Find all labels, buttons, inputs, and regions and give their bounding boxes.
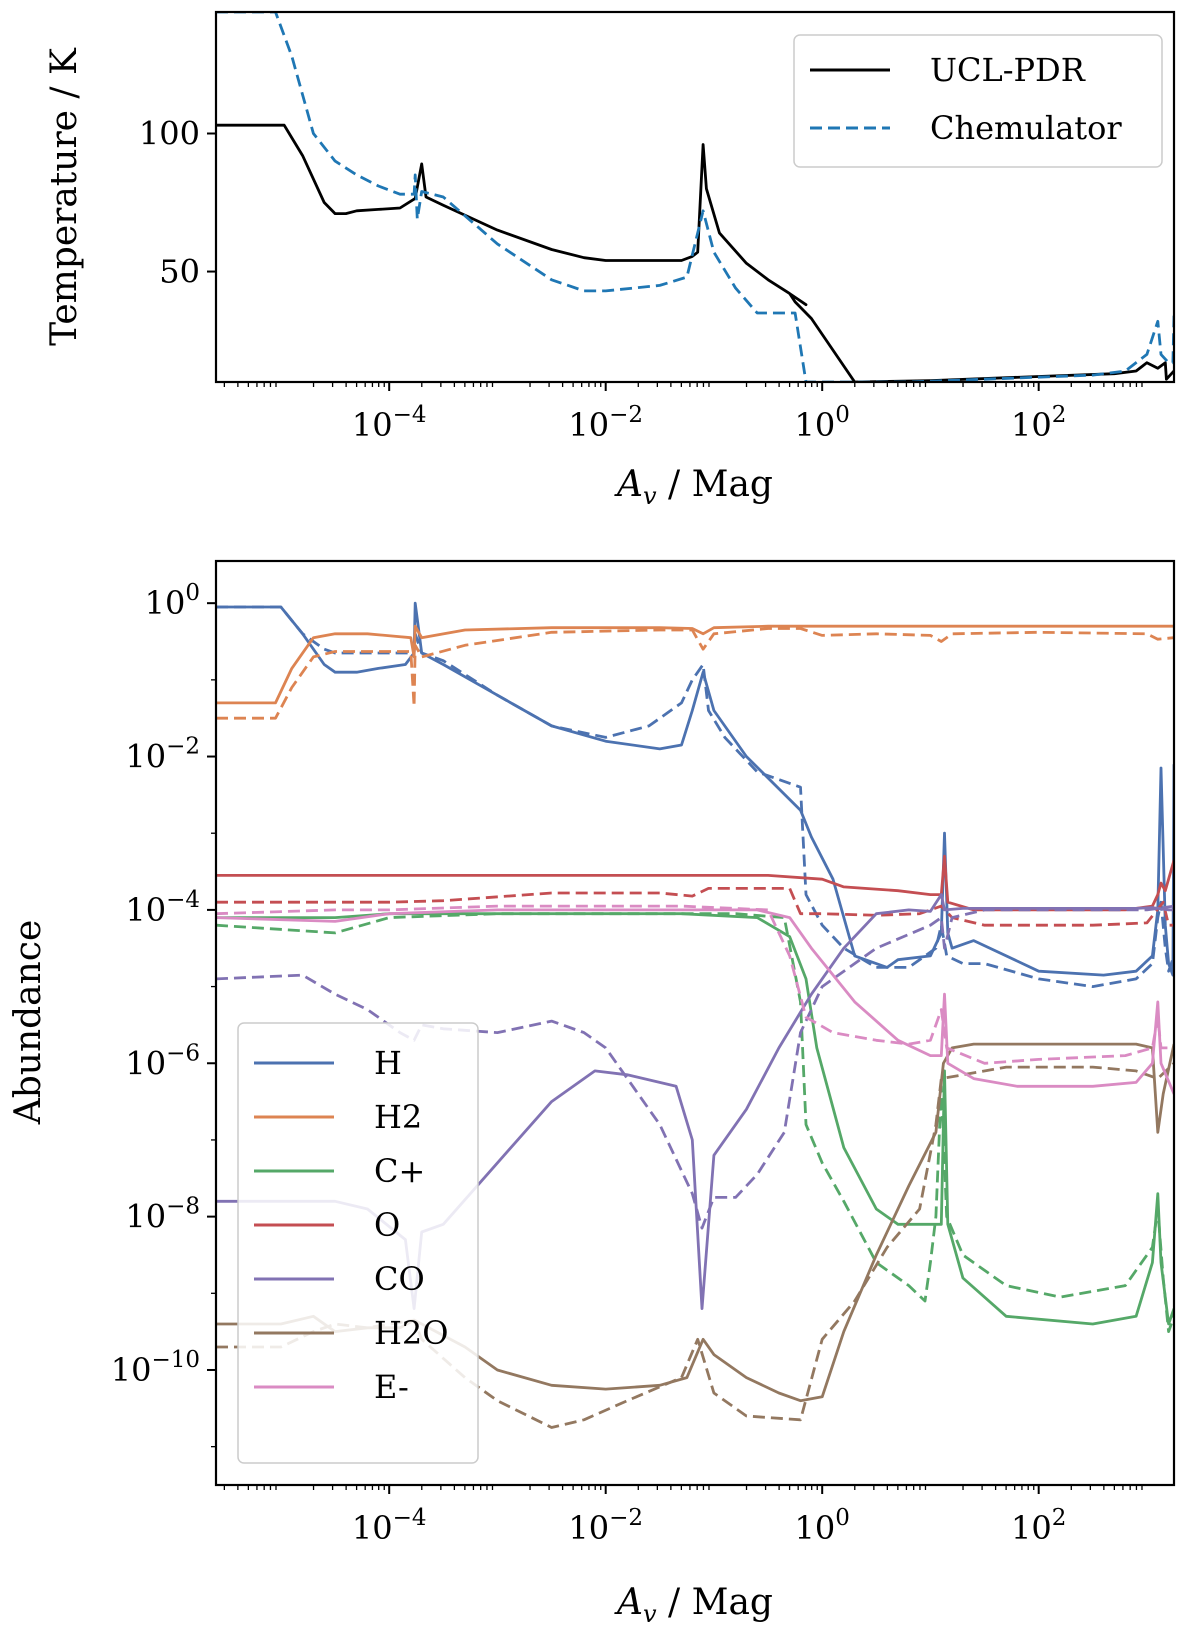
legend-eminus-label: E- <box>374 1368 409 1406</box>
abundance-y-tick-label: 100 <box>145 580 200 622</box>
temperature-y-tick-label: 50 <box>159 253 200 291</box>
legend-h2-label: H2 <box>374 1098 422 1136</box>
abundance-legend: H H2 C+ O CO H2O E- <box>237 1022 479 1464</box>
legend-h-label: H <box>374 1044 402 1082</box>
abundance-legend-box <box>237 1022 479 1464</box>
legend-ucl-pdr-label: UCL-PDR <box>930 51 1086 89</box>
abundance-x-tick-label: 10−2 <box>568 1505 643 1547</box>
abundance-y-axis-label: Abundance <box>8 920 49 1126</box>
abundance-line-h-dashed <box>216 605 1174 988</box>
abundance-x-tick-label: 102 <box>1011 1505 1066 1547</box>
temperature-ticks: 10−4 10−2 100 102 50 100 <box>139 114 1143 444</box>
temperature-x-axis-label: Av / Mag <box>614 464 773 510</box>
abundance-y-tick-label: 10−6 <box>125 1040 200 1082</box>
temperature-series-group <box>216 12 1174 382</box>
abundance-line-o-dashed <box>216 887 1174 927</box>
abundance-line-co-dashed <box>216 904 1174 1230</box>
temperature-panel: 10−4 10−2 100 102 50 100 Temperature / K Av /… <box>44 10 1176 510</box>
abundance-x-tick-label: 100 <box>795 1505 850 1547</box>
legend-co-label: CO <box>374 1260 425 1298</box>
abundance-x-axis-label: Av / Mag <box>614 1582 773 1628</box>
abundance-y-tick-label: 10−8 <box>125 1194 200 1236</box>
temperature-x-tick-label: 100 <box>795 402 850 444</box>
legend-o-label: O <box>374 1206 400 1244</box>
temperature-y-tick-label: 100 <box>139 114 200 152</box>
abundance-y-tick-label: 10−2 <box>125 734 200 776</box>
abundance-x-tick-label: 10−4 <box>352 1505 427 1547</box>
temperature-x-tick-label: 10−2 <box>568 402 643 444</box>
abundance-line-eminus-solid <box>216 908 1174 1095</box>
abundance-line-eminus-dashed <box>216 904 1174 1065</box>
abundance-axes-frame <box>214 559 1176 1487</box>
abundance-line-cplus-solid <box>216 912 1174 1326</box>
legend-chemulator-label: Chemulator <box>930 109 1122 147</box>
abundance-y-tick-label: 10−4 <box>125 887 200 929</box>
temperature-x-tick-label: 10−4 <box>352 402 427 444</box>
temperature-line-ucl-pdr <box>216 123 1174 382</box>
temperature-y-axis-label: Temperature / K <box>44 47 85 346</box>
legend-box <box>793 34 1163 168</box>
temperature-line-chemulator <box>216 12 1174 382</box>
abundance-line-h-solid <box>216 601 1174 977</box>
temperature-axes-frame <box>214 10 1176 384</box>
temperature-legend: UCL-PDR Chemulator <box>793 34 1163 168</box>
abundance-line-h2-solid <box>216 624 1174 705</box>
abundance-panel: 10−4 10−2 100 102 100 10−2 10−4 10−6 10−8 10−10 A… <box>8 559 1176 1628</box>
abundance-line-o-solid <box>216 854 1174 912</box>
abundance-ticks: 10−4 10−2 100 102 100 10−2 10−4 10−6 10−8 10−10 <box>111 580 1143 1547</box>
legend-cplus-label: C+ <box>374 1152 425 1190</box>
legend-h2o-label: H2O <box>374 1314 449 1352</box>
temperature-x-tick-label: 102 <box>1011 402 1066 444</box>
abundance-y-tick-label: 10−10 <box>111 1347 200 1389</box>
